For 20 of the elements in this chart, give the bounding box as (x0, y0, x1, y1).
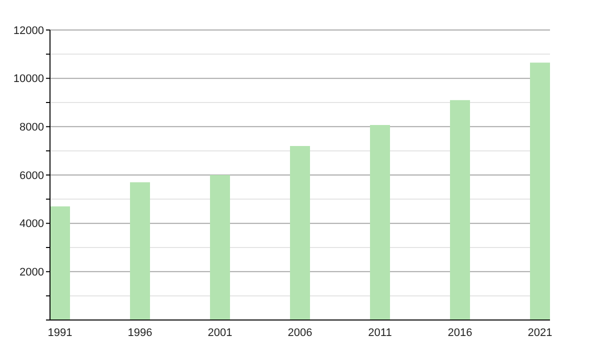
bar (130, 182, 150, 320)
y-tick-label: 10000 (13, 73, 44, 86)
x-tick-label: 2011 (368, 326, 392, 339)
y-tick-label: 12000 (13, 24, 44, 37)
x-tick-label: 2021 (528, 326, 552, 339)
x-tick-label: 1996 (128, 326, 152, 339)
bar (370, 124, 390, 320)
y-tick-label: 6000 (20, 170, 44, 182)
x-tick-label: 2016 (448, 326, 472, 339)
x-tick-label: 2001 (208, 326, 232, 339)
bar (450, 100, 470, 320)
x-tick-label: 2006 (288, 326, 312, 339)
bar (530, 62, 550, 320)
y-tick-label: 4000 (20, 218, 44, 230)
y-tick-label: 8000 (20, 122, 44, 134)
x-tick-label: 1991 (48, 326, 72, 339)
bar (290, 146, 310, 320)
bar (50, 206, 70, 320)
y-tick-label: 2000 (20, 266, 44, 279)
bar (210, 175, 230, 320)
